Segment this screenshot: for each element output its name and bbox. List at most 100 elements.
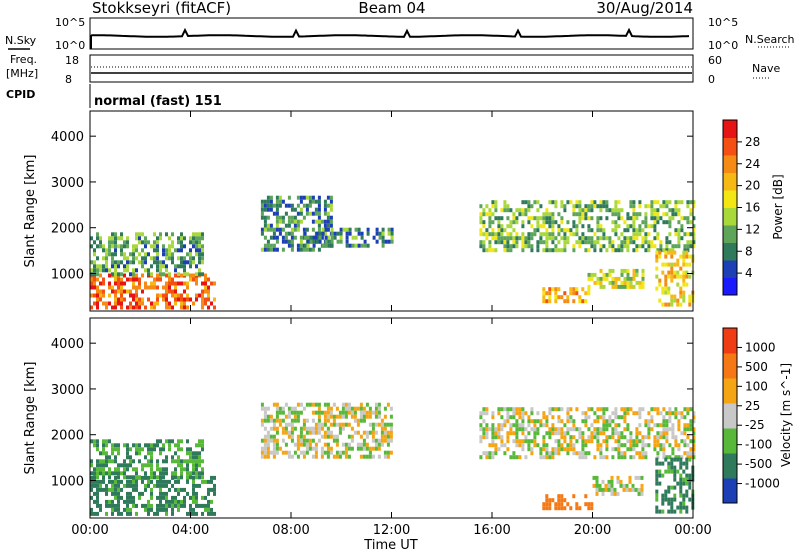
power-echo-cell (596, 228, 600, 233)
velocity-echo-cell (661, 501, 665, 506)
velocity-echo-cell (673, 473, 677, 478)
power-echo-cell (201, 252, 204, 257)
velocity-echo-cell (386, 434, 390, 439)
nave-tick-top: 60 (708, 54, 722, 67)
power-echo-cell (138, 281, 141, 286)
power-echo-cell (581, 224, 585, 229)
power-echo-cell (278, 219, 282, 224)
velocity-echo-cell (491, 451, 495, 456)
velocity-echo-cell (374, 402, 378, 407)
power-echo-cell (632, 208, 636, 213)
power-echo-cell (500, 240, 504, 245)
velocity-echo-cell (614, 411, 618, 416)
velocity-echo-cell (156, 463, 159, 468)
power-echo-cell (689, 232, 693, 237)
velocity-echo-cell (159, 495, 162, 500)
velocity-echo-cell (117, 479, 120, 484)
power-echo-cell (676, 258, 680, 263)
power-echo-cell (195, 281, 198, 286)
velocity-echo-cell (692, 431, 696, 436)
power-echo-cell (105, 248, 108, 253)
power-echo-cell (638, 212, 642, 217)
power-echo-cell (482, 244, 486, 249)
power-echo-cell (626, 272, 630, 277)
power-echo-cell (676, 274, 680, 279)
velocity-echo-cell (177, 503, 180, 508)
velocity-echo-cell (290, 422, 294, 427)
power-echo-cell (551, 220, 555, 225)
power-echo-cell (491, 228, 495, 233)
velocity-echo-cell (557, 407, 561, 412)
velocity-echo-cell (126, 467, 129, 472)
power-echo-cell (626, 268, 630, 273)
power-echo-cell (655, 286, 659, 291)
velocity-echo-cell (99, 471, 102, 476)
power-echo-cell (644, 240, 648, 245)
velocity-echo-cell (365, 454, 369, 459)
velocity-echo-cell (359, 406, 363, 411)
velocity-echo-cell (554, 407, 558, 412)
power-echo-cell (213, 297, 216, 302)
velocity-echo-cell (356, 430, 360, 435)
velocity-echo-cell (662, 415, 666, 420)
power-echo-cell (644, 204, 648, 209)
velocity-echo-cell (111, 443, 114, 448)
power-echo-cell (305, 195, 309, 200)
power-echo-cell (491, 212, 495, 217)
velocity-echo-cell (683, 427, 687, 432)
velocity-echo-cell (299, 426, 303, 431)
velocity-echo-cell (599, 455, 603, 460)
velocity-echo-cell (135, 487, 138, 492)
velocity-echo-cell (287, 414, 291, 419)
velocity-echo-cell (326, 430, 330, 435)
power-echo-cell (171, 256, 174, 261)
velocity-echo-cell (644, 435, 648, 440)
velocity-echo-cell (545, 447, 549, 452)
power-echo-cell (629, 240, 633, 245)
power-echo-cell (177, 240, 180, 245)
nave-label: Nave (752, 62, 780, 75)
velocity-echo-cell (284, 442, 288, 447)
power-echo-cell (135, 301, 138, 306)
velocity-echo-cell (581, 411, 585, 416)
power-echo-cell (485, 212, 489, 217)
power-echo-cell (632, 240, 636, 245)
velocity-echo-cell (293, 450, 297, 455)
power-echo-cell (174, 281, 177, 286)
power-echo-cell (189, 297, 192, 302)
power-echo-cell (536, 228, 540, 233)
velocity-echo-cell (551, 415, 555, 420)
power-echo-cell (171, 293, 174, 298)
power-echo-cell (656, 212, 660, 217)
power-echo-cell (584, 204, 588, 209)
velocity-echo-cell (638, 451, 642, 456)
power-echo-cell (162, 272, 165, 277)
power-echo-cell (608, 244, 612, 249)
velocity-echo-cell (290, 434, 294, 439)
power-echo-cell (171, 252, 174, 257)
power-echo-cell (539, 216, 543, 221)
power-echo-cell (156, 240, 159, 245)
velocity-echo-cell (542, 502, 546, 507)
power-echo-cell (581, 240, 585, 245)
velocity-echo-cell (198, 483, 201, 488)
power-echo-cell (293, 207, 297, 212)
velocity-echo-cell (626, 423, 630, 428)
power-echo-cell (503, 236, 507, 241)
velocity-echo-cell (593, 455, 597, 460)
velocity-echo-cell (302, 454, 306, 459)
power-echo-cell (345, 227, 349, 232)
velocity-echo-cell (655, 469, 659, 474)
velocity-echo-cell (165, 503, 168, 508)
power-echo-cell (605, 200, 609, 205)
power-echo-cell (686, 204, 690, 209)
velocity-echo-cell (284, 414, 288, 419)
power-echo-cell (611, 284, 615, 289)
velocity-echo-cell (326, 450, 330, 455)
power-echo-cell (141, 289, 144, 294)
power-echo-cell (667, 274, 671, 279)
velocity-echo-cell (326, 414, 330, 419)
velocity-echo-cell (93, 439, 96, 444)
velocity-echo-cell (204, 503, 207, 508)
velocity-colorbar-segment (723, 428, 737, 454)
